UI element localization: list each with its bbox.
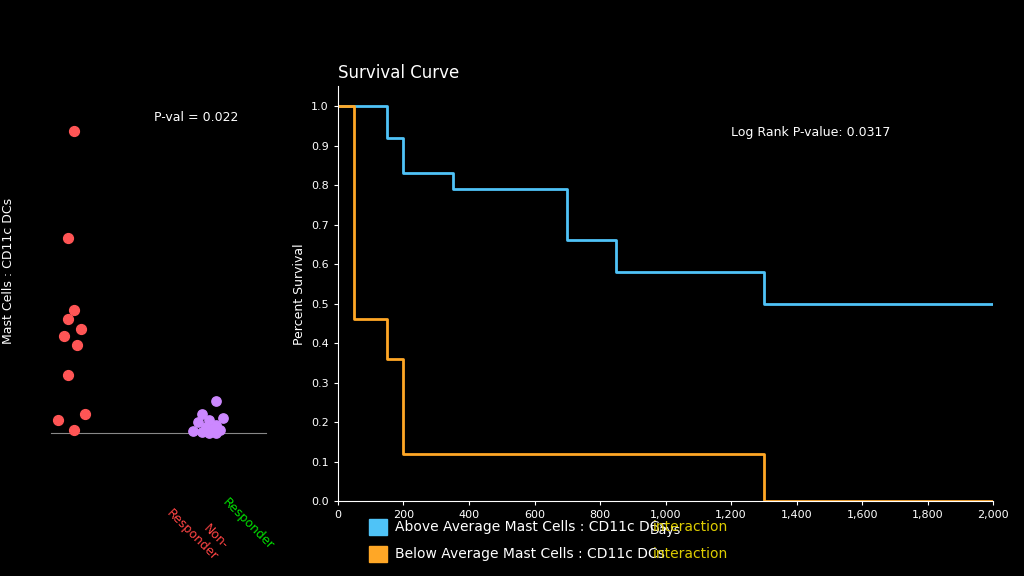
Point — [208, 420, 224, 430]
Point — [212, 425, 228, 434]
Point — [214, 414, 230, 423]
Point — [77, 409, 93, 418]
Text: Log Rank P-value: 0.0317: Log Rank P-value: 0.0317 — [731, 126, 891, 139]
Y-axis label: Percent Survival: Percent Survival — [293, 243, 305, 344]
Point — [55, 331, 72, 340]
Point — [59, 315, 76, 324]
Point — [184, 427, 201, 436]
Point — [208, 396, 224, 405]
Point — [195, 409, 211, 418]
Point — [50, 415, 67, 425]
Point — [208, 429, 224, 438]
Point — [67, 425, 83, 434]
Point — [67, 127, 83, 136]
Point — [73, 324, 89, 334]
Text: interaction: interaction — [653, 520, 728, 534]
Text: Responder: Responder — [220, 496, 276, 552]
Point — [69, 341, 85, 350]
Text: Survival Curve: Survival Curve — [338, 64, 459, 82]
Point — [195, 428, 211, 437]
Point — [67, 305, 83, 314]
Point — [59, 234, 76, 243]
Text: Non-
Responder: Non- Responder — [164, 496, 230, 563]
Text: interaction: interaction — [653, 547, 728, 561]
Point — [201, 415, 217, 425]
Point — [59, 370, 76, 379]
Text: P-val = 0.022: P-val = 0.022 — [154, 111, 238, 124]
X-axis label: Days: Days — [650, 524, 681, 537]
Text: Above Average Mast Cells : CD11c DCs: Above Average Mast Cells : CD11c DCs — [395, 520, 672, 534]
Text: Below Average Mast Cells : CD11c DCs: Below Average Mast Cells : CD11c DCs — [395, 547, 670, 561]
Point — [199, 422, 215, 431]
Point — [201, 428, 217, 437]
Y-axis label: Mast Cells : CD11c DCs: Mast Cells : CD11c DCs — [2, 198, 15, 344]
Point — [205, 423, 221, 433]
Point — [190, 417, 207, 426]
